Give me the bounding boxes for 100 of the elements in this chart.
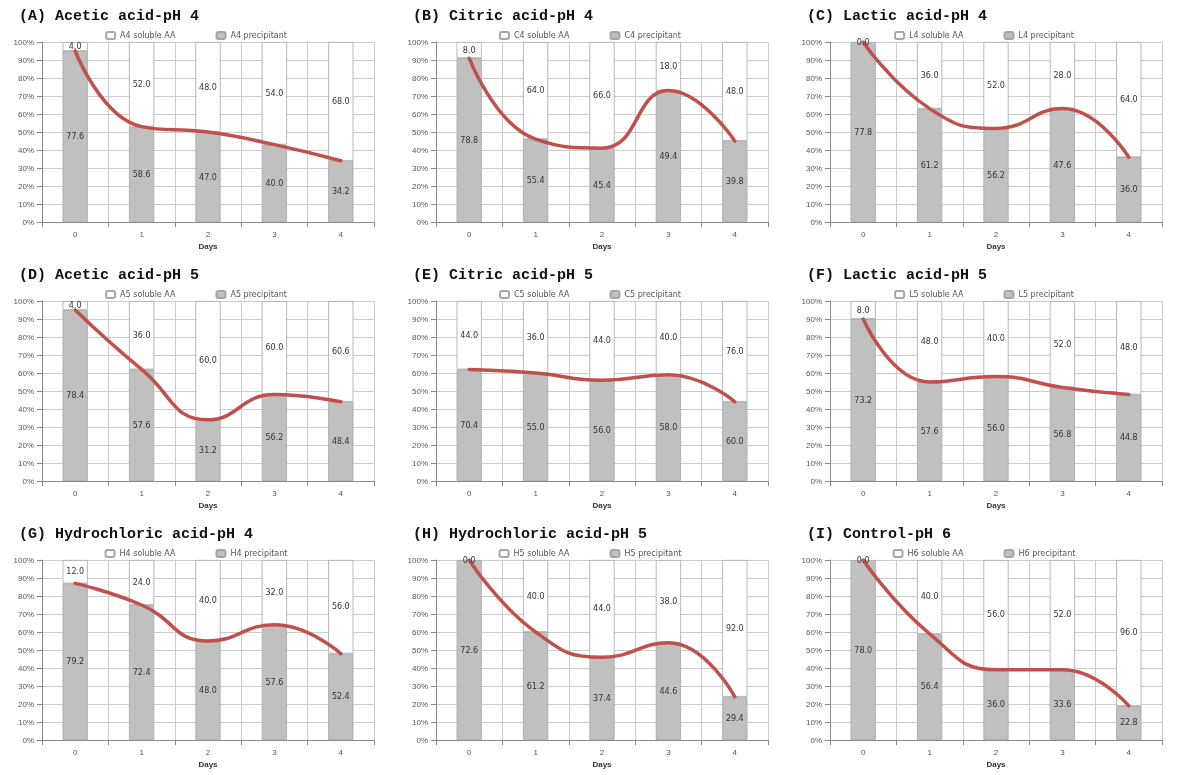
chart-title: (C) Lactic acid-pH 4 [807,8,988,25]
x-axis-title: Days [986,760,1007,770]
y-tick-label: 100% [801,296,822,306]
x-axis-title: Days [198,501,219,511]
y-tick-label: 50% [805,127,822,137]
annotation: 40.0 [526,591,545,601]
legend-label: H5 soluble AA [513,549,571,558]
y-tick-label: 80% [17,332,34,342]
y-tick-label: 70% [805,350,822,360]
x-tick-label: 3 [1060,747,1066,757]
annotation: 61.2 [526,681,545,691]
y-tick-label: 40% [805,663,822,673]
legend-label: L4 soluble AA [909,31,965,40]
x-tick-label: 2 [993,229,999,239]
y-tick-label: 40% [411,145,428,155]
x-tick-label: 0 [860,229,866,239]
bar [261,301,288,395]
y-tick-label: 60% [805,109,822,119]
x-tick-label: 1 [927,229,933,239]
bar [983,560,1009,670]
annotation: 39.8 [725,177,744,186]
y-tick-label: 40% [411,404,428,414]
legend-label: H4 soluble AA [119,549,177,558]
x-tick-label: 2 [599,488,605,498]
x-tick-label: 0 [466,747,472,757]
y-tick-label: 90% [411,314,428,324]
annotation: 44.6 [659,686,678,696]
y-tick-label: 0% [22,476,34,486]
x-tick-label: 4 [338,747,344,757]
bar [195,42,221,132]
y-tick-label: 40% [805,404,822,414]
legend-label: H4 precipitant [230,549,288,558]
bar [655,301,682,375]
y-tick-label: 0% [416,217,428,227]
y-tick-label: 90% [411,55,428,65]
annotation: 40.0 [659,333,678,343]
x-tick-label: 1 [533,747,539,757]
y-tick-label: 50% [17,386,34,396]
y-tick-label: 0% [810,735,822,745]
annotation: 76.0 [725,346,744,356]
y-tick-label: 100% [13,296,34,306]
annotation: 0.0 [462,555,476,565]
annotation: 57.6 [265,677,284,687]
annotation: 8.0 [856,305,870,315]
bar [195,301,221,420]
y-tick-label: 0% [22,735,34,745]
annotation: 22.8 [1119,718,1138,728]
y-tick-label: 70% [805,91,822,101]
annotation: 60.0 [199,355,217,365]
y-tick-label: 40% [17,145,34,155]
annotation: 24.0 [132,578,151,587]
x-axis-title: Days [592,242,613,252]
x-tick-label: 4 [732,488,738,498]
annotation: 36.0 [1119,185,1138,195]
annotation: 36.0 [920,70,939,80]
chart-title: (H) Hydrochloric acid-pH 5 [413,526,648,543]
x-axis-title: Days [198,760,219,770]
annotation: 32.0 [265,587,284,597]
x-tick-label: 4 [732,229,738,239]
y-tick-label: 60% [411,627,428,637]
x-tick-label: 4 [732,747,738,757]
legend-label: H6 soluble AA [907,549,965,558]
y-tick-label: 80% [411,591,428,601]
x-tick-label: 3 [272,488,278,498]
y-tick-label: 100% [13,555,34,565]
y-tick-label: 20% [805,699,822,709]
x-tick-label: 1 [139,229,145,239]
y-tick-label: 80% [805,591,822,601]
annotation: 60.0 [265,343,284,353]
y-tick-label: 50% [17,127,34,137]
y-tick-label: 60% [17,368,34,378]
y-tick-label: 90% [805,55,822,65]
x-tick-label: 4 [1126,229,1132,239]
y-tick-label: 80% [411,332,428,342]
annotation: 29.4 [725,713,744,723]
annotation: 18.0 [659,61,678,71]
y-tick-label: 40% [17,404,34,414]
bar [983,301,1009,377]
annotation: 57.6 [132,420,151,430]
legend-label: H5 precipitant [624,549,682,558]
y-tick-label: 0% [810,476,822,486]
x-tick-label: 3 [1060,229,1066,239]
y-tick-label: 20% [805,181,822,191]
annotation: 78.0 [854,645,873,655]
y-tick-label: 20% [805,440,822,450]
chart-title: (I) Control-pH 6 [807,526,952,543]
annotation: 64.0 [526,86,545,96]
annotation: 77.6 [66,132,85,141]
annotation: 48.0 [920,337,939,346]
y-tick-label: 90% [17,573,34,583]
bar [522,301,549,373]
bar [589,560,615,658]
annotation: 47.0 [199,172,217,182]
y-tick-label: 70% [411,350,428,360]
bar [195,560,221,641]
annotation: 78.8 [460,135,479,145]
x-tick-label: 0 [860,747,866,757]
annotation: 64.0 [1119,95,1138,105]
annotation: 56.8 [1053,429,1072,439]
x-tick-label: 2 [993,488,999,498]
